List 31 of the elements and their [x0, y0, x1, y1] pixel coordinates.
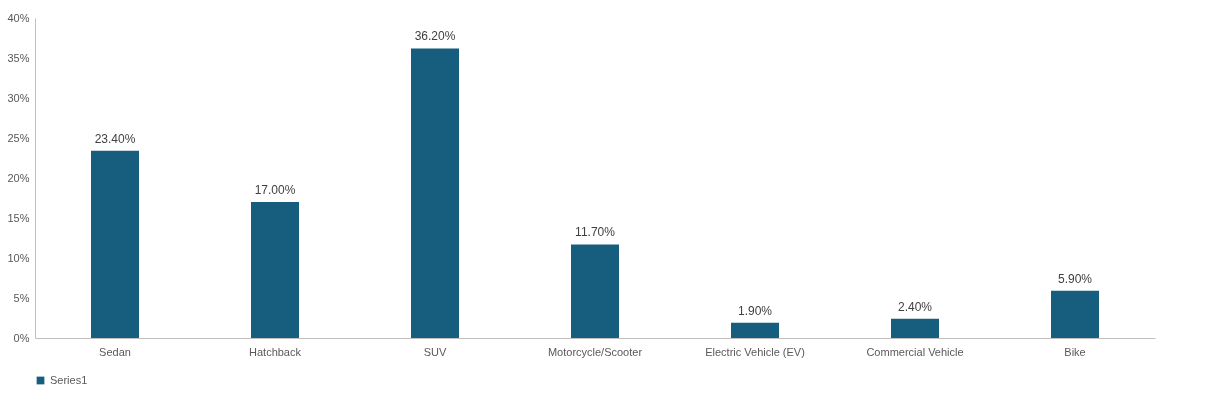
data-label: 5.90%: [1057, 271, 1093, 286]
x-tick-label: Motorcycle/Scooter: [547, 345, 643, 358]
data-label: 17.00%: [254, 183, 296, 197]
data-label: 11.70%: [575, 225, 616, 240]
y-tick-label: 40%: [7, 11, 30, 24]
bar: [731, 322, 779, 338]
y-tick-label: 20%: [7, 171, 30, 184]
y-tick-label: 0%: [13, 331, 30, 344]
x-tick-label: SUV: [423, 345, 447, 358]
bar: [411, 48, 459, 338]
legend-label: Series1: [50, 373, 88, 386]
y-tick-label: 25%: [7, 131, 30, 144]
data-label: 36.20%: [414, 29, 456, 44]
bar: [1051, 290, 1099, 338]
bar: [91, 150, 139, 338]
x-tick-label: Electric Vehicle (EV): [705, 345, 805, 358]
y-tick-label: 15%: [7, 211, 30, 224]
data-label: 23.40%: [94, 131, 136, 146]
y-tick-label: 5%: [13, 291, 30, 304]
y-tick-label: 35%: [7, 51, 30, 64]
data-label: 1.90%: [737, 303, 773, 318]
y-tick-label: 10%: [7, 251, 30, 264]
y-tick-label: 30%: [7, 91, 30, 104]
x-tick-label: Sedan: [99, 345, 131, 358]
bar: [571, 244, 619, 338]
bar: [251, 202, 299, 338]
x-tick-label: Bike: [1064, 345, 1086, 358]
data-label: 2.40%: [897, 299, 933, 314]
x-tick-label: Commercial Vehicle: [866, 345, 964, 358]
x-tick-label: Hatchback: [249, 345, 302, 358]
bar: [891, 318, 939, 338]
